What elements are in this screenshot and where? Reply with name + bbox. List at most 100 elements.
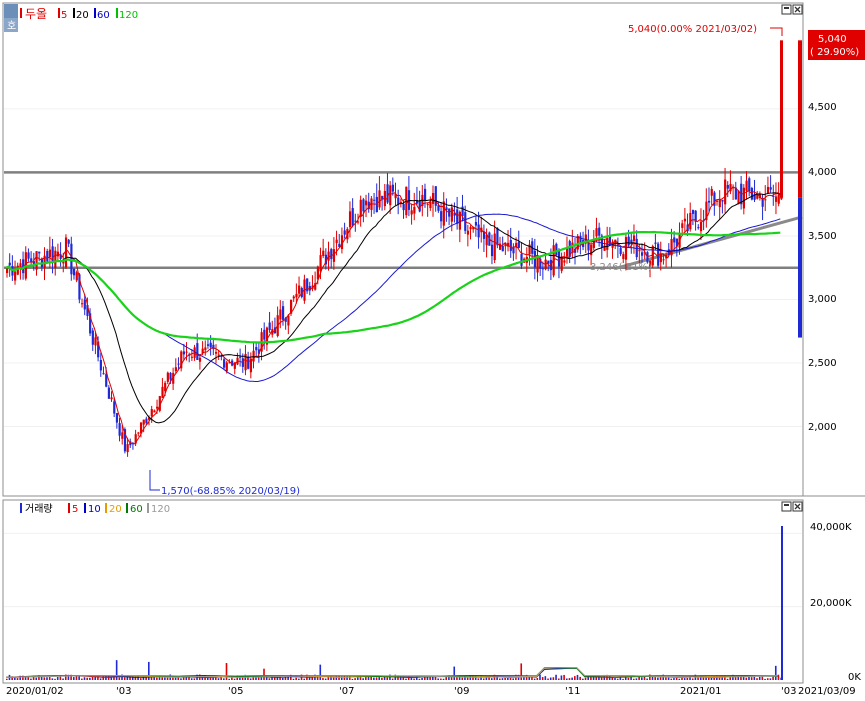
ho-badge-icon[interactable] [4, 4, 18, 18]
volume-bar [552, 677, 555, 680]
volume-bar [375, 677, 378, 680]
volume-bar [512, 678, 514, 680]
candle-body [777, 194, 780, 204]
volume-bar [740, 676, 742, 680]
candle-body [426, 204, 429, 206]
volume-bar [624, 675, 627, 680]
candle-body [378, 190, 381, 208]
candle-body [332, 249, 336, 262]
candle-body [150, 409, 153, 417]
candle-body [27, 252, 30, 259]
volume-bar [705, 676, 707, 680]
candle-body [158, 396, 161, 411]
x-axis-label: '07 [339, 686, 354, 697]
candle-body [780, 197, 783, 200]
volume-bar [273, 676, 276, 680]
low-leader-line [149, 470, 160, 491]
volume-bar [423, 675, 426, 680]
volume-bar [732, 674, 734, 680]
volume-bar [378, 677, 381, 680]
volume-bar [340, 676, 343, 680]
volume-bar [587, 675, 590, 680]
volume-bar [418, 678, 421, 680]
candle-body [113, 401, 116, 414]
high-leader-line [770, 27, 783, 36]
volume-bar [659, 675, 662, 680]
volume-bar [405, 678, 407, 680]
volume-bar [753, 676, 756, 680]
candle-body [415, 200, 419, 204]
candle-body [166, 372, 169, 382]
candle-body [624, 237, 628, 260]
volume-bar [453, 666, 456, 680]
volume-bar [373, 677, 375, 680]
volume-bar [549, 677, 552, 680]
volume-bar [592, 676, 595, 680]
candle-body [89, 313, 92, 334]
candle-body [737, 190, 740, 204]
candle-body [713, 192, 716, 206]
x-axis-label: '03 [116, 686, 131, 697]
candle-body [761, 198, 764, 207]
price-legend-ma20: 20 [76, 10, 89, 21]
volume-bars [6, 526, 783, 680]
candle-body [198, 357, 202, 362]
candle-body [298, 285, 301, 294]
candle-body [397, 197, 400, 205]
volume-bar [600, 677, 603, 680]
price-axis-label: 3,500 [808, 231, 837, 242]
candle-body [359, 199, 362, 217]
volume-bar [745, 677, 748, 680]
candle-body [756, 193, 759, 199]
volume-bar [249, 678, 252, 680]
candle-body [252, 350, 255, 362]
volume-legend-ma10: 10 [88, 504, 101, 515]
volume-bar [59, 675, 62, 680]
volume-bar [402, 676, 405, 680]
candle-body [365, 200, 368, 206]
volume-bar [123, 677, 126, 680]
panel-toggle-icon[interactable] [4, 18, 18, 32]
range-bar-up [798, 40, 802, 198]
candle-body [290, 299, 293, 314]
volume-bar [699, 675, 702, 680]
candle-body [724, 179, 727, 205]
current-price: 5,040 [818, 34, 847, 45]
candle-body [450, 207, 453, 222]
price-axis-label: 3,000 [808, 294, 837, 305]
candle-body [740, 183, 743, 205]
volume-bar [541, 677, 544, 680]
volume-bar [766, 678, 769, 680]
maximize-icon[interactable] [781, 501, 792, 512]
candle-body [587, 239, 590, 251]
volume-bar [697, 677, 699, 680]
candle-body [391, 184, 395, 192]
volume-bar [415, 676, 418, 680]
candle-body [764, 199, 767, 201]
candle-body [32, 261, 35, 265]
volume-bar [139, 678, 142, 680]
volume-bar [691, 678, 694, 680]
volume-bar [397, 675, 399, 680]
volume-bar [78, 675, 80, 680]
volume-bar [464, 675, 466, 680]
maximize-icon[interactable] [781, 4, 792, 15]
annotations: 5,040(0.00% 2021/03/02) 1,570(-68.85% 20… [149, 24, 783, 497]
candle-body [284, 317, 287, 322]
volume-bar [370, 675, 372, 680]
volume-bar [721, 677, 723, 680]
candle-body [758, 193, 762, 198]
volume-bar [501, 678, 504, 680]
volume-bar [99, 678, 102, 680]
candle-body [667, 249, 670, 255]
candle-body [769, 187, 772, 190]
candle-body [354, 220, 357, 222]
volume-bar [622, 678, 624, 680]
candle-body [772, 195, 775, 197]
candle-body [386, 184, 389, 203]
volume-bar [11, 676, 13, 680]
volume-bar [201, 675, 204, 680]
candle-body [681, 223, 684, 228]
